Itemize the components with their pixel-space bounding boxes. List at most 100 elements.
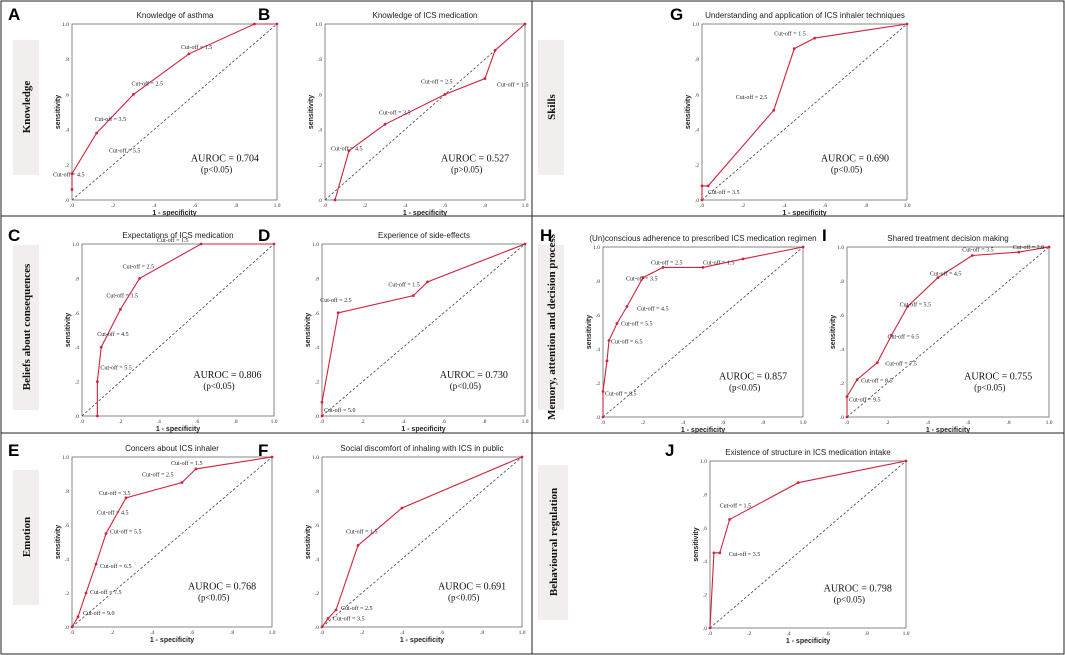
roc-point: [336, 311, 340, 315]
roc-point: [641, 276, 645, 279]
chart-title: Knowledge of asthma: [137, 11, 214, 20]
x-tick-label: .4: [681, 420, 685, 426]
roc-point: [411, 294, 415, 297]
y-axis-label: sensitivity: [55, 95, 62, 129]
p-value: (p<0.05): [831, 164, 862, 174]
x-tick-label: .0: [70, 203, 74, 209]
x-tick-label: .0: [845, 420, 849, 426]
x-tick-label: .8: [864, 203, 868, 209]
cutoff-label: Cut-off = 1.5: [157, 237, 188, 244]
cutoff-label: Cut-off = 3.5: [708, 189, 739, 196]
y-tick-label: .0: [75, 414, 79, 420]
domain-label: Beliefs about consequences: [21, 263, 33, 390]
x-axis-label: 1 - specificity: [782, 210, 826, 217]
roc-point: [523, 22, 527, 26]
roc-point: [741, 257, 745, 261]
y-tick-label: .8: [703, 492, 707, 498]
roc-point: [132, 93, 135, 96]
cutoff-label: Cut-off = 4.5: [97, 331, 128, 338]
cutoff-label: Cut-off = 3.5: [99, 490, 130, 497]
roc-panels: A Knowledge of asthma .0 .2 .4 .6 .8 1.0 .0 .2 .4.…: [8, 5, 1053, 645]
x-axis-label: 1 - specificity: [156, 426, 200, 433]
x-tick-label: 1.0: [269, 630, 276, 636]
cutoff-label: Cut-off = 6.5: [887, 333, 918, 340]
cutoff-label: Cut-off = 2.5: [421, 78, 452, 85]
roc-point: [199, 242, 203, 246]
y-tick-label: .2: [65, 591, 69, 597]
plot-frame: [71, 23, 278, 201]
x-tick-label: 1.0: [800, 420, 807, 426]
reference-diagonal: [602, 246, 804, 418]
y-axis-label: sensitivity: [305, 525, 312, 559]
y-tick-label: .8: [315, 276, 319, 282]
domain-label: Knowledge: [21, 81, 33, 134]
cutoff-label: Cut-off = 7.5: [885, 361, 916, 368]
cutoff-label: Cut-off = 3.5: [379, 109, 410, 116]
p-value: (p<0.05): [974, 383, 1005, 393]
panel-letter: J: [665, 441, 674, 460]
p-value: (p<0.05): [448, 593, 479, 603]
roc-point: [104, 532, 108, 535]
x-tick-label: .2: [747, 631, 751, 637]
reference-diagonal: [81, 243, 275, 417]
x-tick-label: .0: [323, 203, 327, 209]
x-tick-label: .6: [823, 203, 827, 209]
auroc-value: AUROC = 0.691: [438, 582, 506, 593]
roc-point: [601, 390, 605, 393]
y-tick-label: .6: [315, 311, 319, 317]
cutoff-label: Cut-off = 8.5: [861, 378, 892, 385]
cutoff-label: Cut-off = 2.5: [123, 263, 154, 270]
y-tick-label: .8: [75, 276, 79, 282]
reference-diagonal: [324, 23, 526, 201]
roc-panel-g: G Understanding and application of ICS in…: [670, 5, 911, 217]
y-tick-label: 1.0: [72, 242, 79, 248]
roc-point: [875, 361, 879, 364]
roc-point: [701, 266, 705, 269]
domain-beliefs: Beliefs about consequences: [13, 245, 39, 410]
y-tick-label: .0: [596, 415, 600, 421]
y-tick-label: .2: [840, 381, 844, 387]
roc-point: [320, 414, 324, 418]
x-tick-label: .2: [111, 203, 115, 209]
plot-frame: [81, 243, 275, 417]
y-tick-label: 1.0: [62, 455, 69, 461]
x-tick-label: 1.0: [1046, 420, 1053, 426]
roc-point: [904, 459, 908, 463]
y-tick-label: .0: [318, 198, 322, 204]
p-value: (p<0.05): [834, 594, 865, 604]
roc-point: [706, 184, 710, 188]
y-tick-label: .4: [703, 559, 707, 565]
roc-point: [625, 305, 629, 308]
y-tick-label: .4: [318, 128, 322, 134]
roc-point: [70, 625, 74, 629]
x-tick-label: .2: [885, 420, 889, 426]
roc-point: [94, 562, 98, 566]
y-tick-label: .4: [315, 345, 319, 351]
roc-point: [334, 608, 338, 612]
x-tick-label: .6: [190, 630, 194, 636]
plot-frame: [602, 246, 804, 418]
x-tick-label: .4: [400, 630, 404, 636]
x-tick-label: .0: [708, 631, 712, 637]
y-tick-label: 1.0: [692, 22, 699, 28]
y-tick-label: .4: [65, 557, 69, 563]
plot-frame: [71, 456, 273, 628]
roc-point: [119, 307, 122, 311]
x-tick-label: .4: [401, 419, 405, 425]
y-tick-label: 1.0: [312, 242, 319, 248]
plot-frame: [321, 243, 526, 417]
chart-title: Understanding and application of ICS inh…: [705, 11, 905, 20]
panel-letter: C: [8, 226, 20, 245]
reference-diagonal: [846, 246, 1050, 418]
roc-point: [320, 625, 324, 629]
y-tick-label: .8: [315, 489, 319, 495]
y-tick-label: .6: [65, 523, 69, 529]
x-tick-label: .4: [926, 420, 930, 426]
roc-point: [905, 22, 909, 26]
y-axis-label: sensitivity: [830, 315, 837, 349]
roc-panel-f: F Social discomfort of inhaling with ICS …: [258, 441, 526, 644]
x-tick-label: .0: [320, 419, 324, 425]
roc-point: [792, 47, 796, 51]
y-tick-label: .4: [315, 557, 319, 563]
